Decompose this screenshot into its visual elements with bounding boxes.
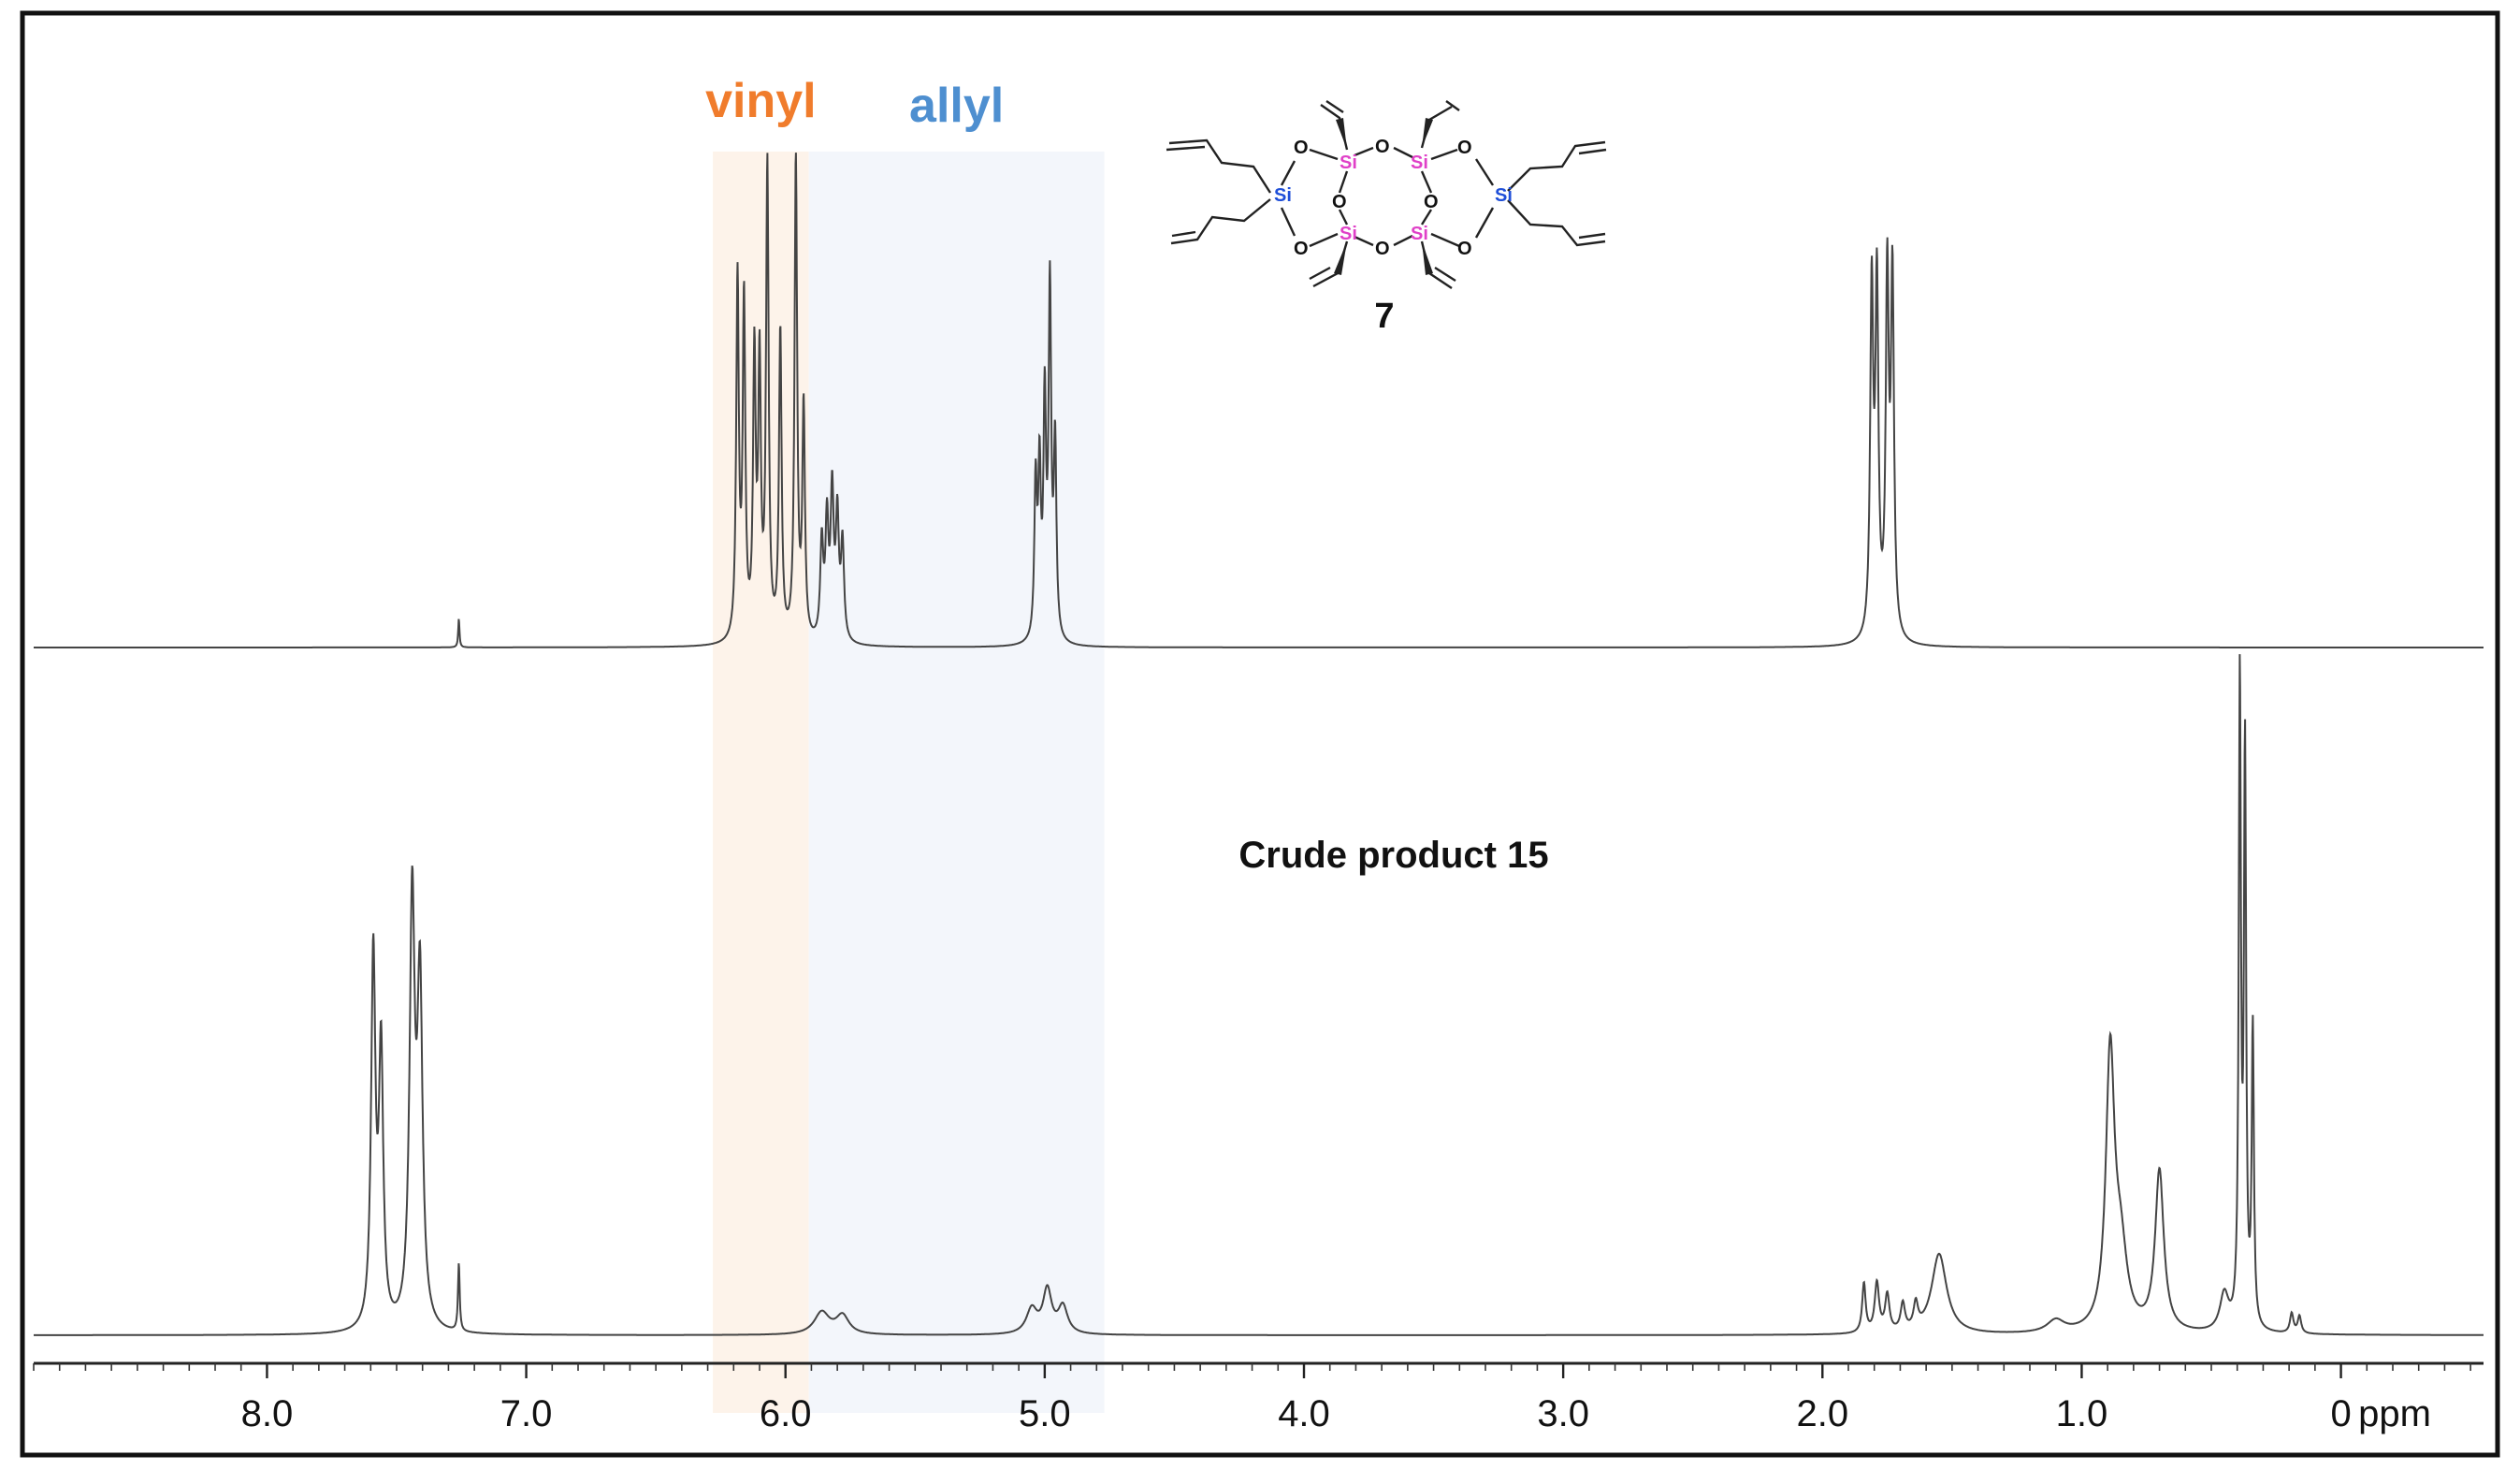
o-atom-6: O: [1424, 192, 1439, 212]
si-atom-ring-2: Si: [1411, 153, 1428, 173]
x-axis-tick-labels: 8.0 7.0 6.0 5.0 4.0 3.0 2.0 1.0 0: [241, 1393, 2352, 1434]
o-atom-5: O: [1332, 192, 1347, 212]
o-atom-3: O: [1375, 137, 1390, 157]
tick-label-7.0: 7.0: [500, 1393, 553, 1434]
x-axis-label: ppm: [2358, 1393, 2431, 1434]
tick-label-2.0: 2.0: [1796, 1393, 1848, 1434]
si-atom-ring-4: Si: [1411, 224, 1428, 244]
o-atom-4: O: [1375, 239, 1390, 259]
structure-bonds: [1166, 100, 1607, 289]
x-axis-major-ticks: [266, 1363, 2342, 1378]
tick-label-6.0: 6.0: [760, 1393, 812, 1434]
x-axis: 8.0 7.0 6.0 5.0 4.0 3.0 2.0 1.0 0 ppm: [33, 1361, 2484, 1434]
figure-border: [20, 10, 2500, 1458]
o-atom-1: O: [1294, 138, 1309, 158]
tick-label-0: 0: [2330, 1393, 2351, 1434]
o-atom-2: O: [1294, 239, 1309, 259]
spectrum-trace-crude-product-15: [34, 654, 2484, 1336]
tick-label-4.0: 4.0: [1278, 1393, 1330, 1434]
allyl-region-label: allyl: [909, 79, 1004, 133]
spectrum-trace-compound-7: [34, 153, 2484, 648]
region-band-allyl: [808, 152, 1105, 1413]
crude-product-label: Crude product 15: [1238, 835, 1548, 876]
compound-number-label: 7: [1374, 297, 1394, 336]
structure-wedges: [1334, 118, 1433, 275]
tick-label-5.0: 5.0: [1019, 1393, 1071, 1434]
molecule-structure-7: Si Si Si Si Si Si O O O O O O O O 7: [1166, 100, 1607, 336]
highlight-regions: [713, 152, 1105, 1413]
o-atom-7: O: [1457, 138, 1472, 158]
si-atom-right: Si: [1495, 185, 1513, 206]
si-atom-ring-1: Si: [1340, 153, 1357, 173]
tick-label-1.0: 1.0: [2056, 1393, 2108, 1434]
tick-label-3.0: 3.0: [1537, 1393, 1589, 1434]
si-atom-ring-3: Si: [1340, 224, 1357, 244]
tick-label-8.0: 8.0: [241, 1393, 294, 1434]
si-atom-left: Si: [1274, 185, 1292, 206]
o-atom-8: O: [1457, 239, 1472, 259]
vinyl-region-label: vinyl: [705, 74, 817, 128]
